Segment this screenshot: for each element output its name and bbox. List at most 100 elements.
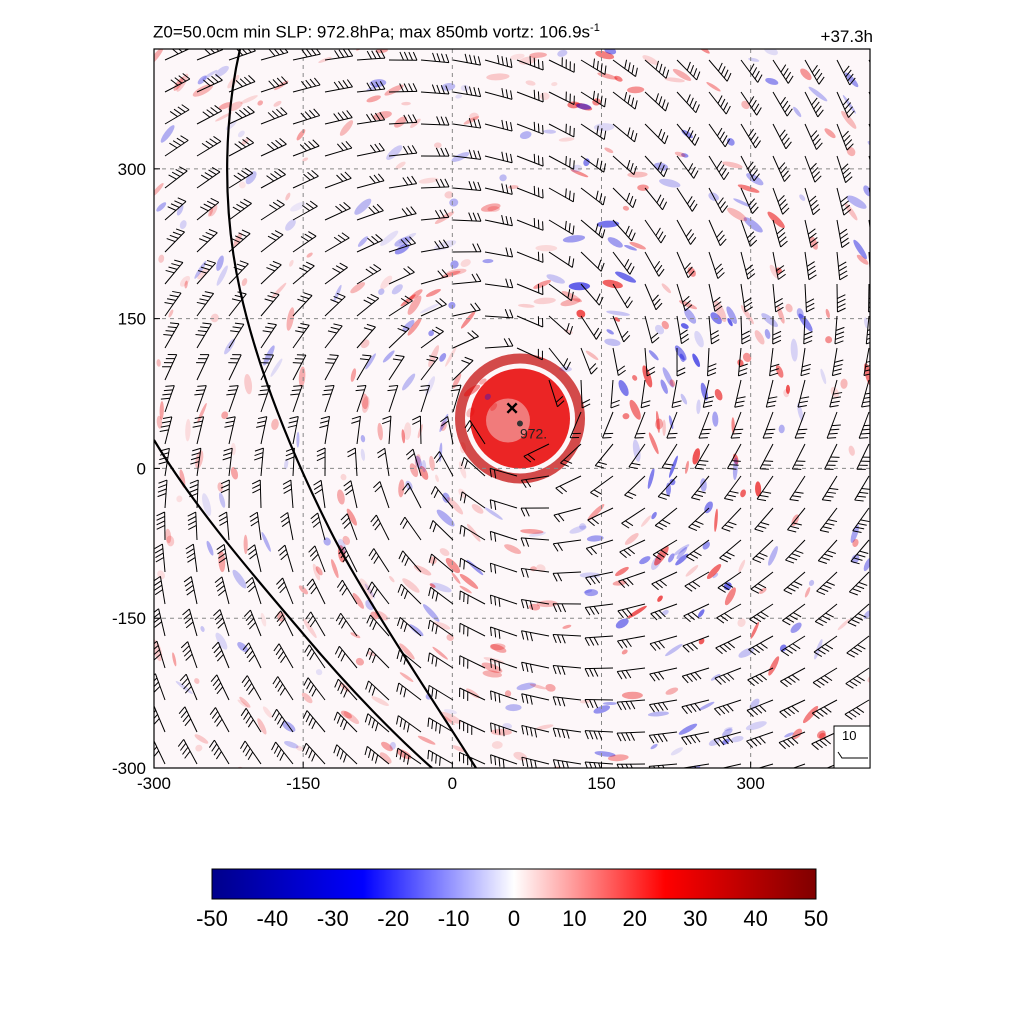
wind-barb-feather [776, 227, 785, 235]
wind-barb-feather [282, 479, 292, 485]
wind-barb-feather [312, 521, 321, 528]
wind-barb-feather [468, 212, 473, 222]
wind-barb-feather [302, 743, 307, 752]
wind-barb-feather [717, 95, 723, 104]
wind-barb-feather [223, 447, 233, 452]
vorticity-streak [377, 422, 383, 441]
vorticity-streak [364, 583, 376, 599]
wind-barb-feather [691, 611, 699, 619]
wind-barb-feather [852, 709, 861, 716]
vorticity-streak [825, 336, 833, 344]
wind-barb-feather [342, 517, 350, 525]
wind-barb-feather [505, 57, 509, 67]
wind-barb-feather [694, 467, 704, 470]
wind-barb [868, 59, 870, 64]
vorticity-streak [798, 313, 813, 332]
wind-barb-feather [629, 195, 634, 205]
wind-barb-feather [850, 560, 860, 565]
wind-barb-feather [435, 326, 444, 332]
wind-barb-feather [313, 479, 322, 486]
wind-barb-feather [718, 164, 725, 173]
vorticity-streak [245, 171, 257, 185]
wind-barb-feather [346, 79, 353, 88]
colorbar-tick-label: -30 [317, 906, 349, 931]
wind-barb-feather [832, 368, 842, 372]
wind-barb-feather [194, 393, 204, 396]
wind-barb-feather [266, 267, 275, 272]
wind-barb-feather [165, 385, 175, 387]
contour-line-1 [226, 49, 477, 768]
wind-barb-feather [329, 354, 339, 356]
wind-barb-feather [190, 461, 200, 465]
wind-barb-feather [687, 270, 695, 279]
wind-barb-feather [815, 710, 824, 717]
wind-barb-feather [285, 456, 295, 461]
wind-barb-feather [537, 59, 540, 69]
wind-barb-feather [739, 363, 748, 368]
vorticity-streak [586, 535, 604, 542]
wind-barb-feather [692, 100, 697, 110]
wind-barb-feather [490, 690, 492, 700]
wind-barb-feather [571, 258, 575, 268]
wind-barb-feather [694, 734, 701, 743]
wind-barb-feather [412, 51, 418, 61]
vorticity-streak [775, 365, 784, 378]
vorticity-streak [799, 194, 806, 201]
vorticity-streak [607, 754, 629, 762]
vorticity-streak [239, 696, 251, 708]
wind-barb-feather [428, 553, 433, 563]
wind-barb-feather [569, 158, 571, 168]
wind-barb-feather [776, 265, 785, 272]
wind-barb-feather [812, 134, 820, 142]
vorticity-streak [380, 275, 393, 290]
wind-barb-feather [184, 580, 193, 587]
wind-barb-feather [589, 576, 596, 585]
vorticity-streak [315, 566, 323, 576]
wind-barb-feather [833, 392, 843, 395]
wind-barb-feather [472, 181, 477, 191]
wind-barb-feather [357, 384, 367, 387]
wind-barb-feather [717, 62, 723, 72]
wind-barb-feather [218, 516, 228, 522]
wind-barb-feather [600, 95, 603, 105]
wind-barb-feather [182, 746, 189, 755]
wind-barb-feather [302, 710, 308, 719]
wind-barb-feather [628, 229, 633, 238]
wind-barb-feather [267, 235, 277, 241]
wind-barb-feather [823, 706, 832, 713]
wind-barb-feather [239, 78, 248, 86]
wind-barb-feather [175, 169, 184, 175]
wind-barb-feather [374, 722, 379, 732]
wind-barb-feather [311, 516, 320, 524]
wind-barb-feather [312, 139, 320, 147]
wind-barb-feather [566, 761, 569, 768]
wind-barb-feather [824, 553, 833, 558]
wind-barb-feather [172, 140, 182, 146]
wind-barb-feather [169, 294, 179, 298]
wind-barb-feather [283, 484, 292, 490]
colorbar-gradient [211, 868, 817, 900]
wind-barb-feather [240, 708, 247, 717]
wind-barb-feather [337, 682, 342, 691]
wind-barb-feather [306, 648, 313, 657]
wind-barb-feather [273, 745, 279, 754]
wind-barb-feather [852, 678, 862, 684]
wind-barb-feather [166, 238, 176, 243]
vorticity-streak [680, 323, 689, 329]
wind-barb-feather [308, 582, 315, 591]
wind-barb-feather [625, 732, 631, 742]
vorticity-streak [614, 75, 623, 82]
vorticity-streak [202, 493, 212, 517]
vorticity-streak [237, 130, 245, 138]
wind-barb-feather [196, 301, 206, 305]
wind-barb-feather [276, 716, 283, 725]
wind-barb-feather [243, 679, 250, 688]
wind-barb-feather [403, 267, 411, 275]
title-exponent: -1 [590, 22, 600, 34]
wind-barb-feather [299, 144, 307, 152]
vorticity-streak [179, 275, 191, 287]
vorticity-streak [518, 303, 535, 308]
wind-barb-feather [214, 682, 222, 691]
vorticity-streak [444, 191, 454, 199]
vorticity-streak [409, 289, 423, 301]
